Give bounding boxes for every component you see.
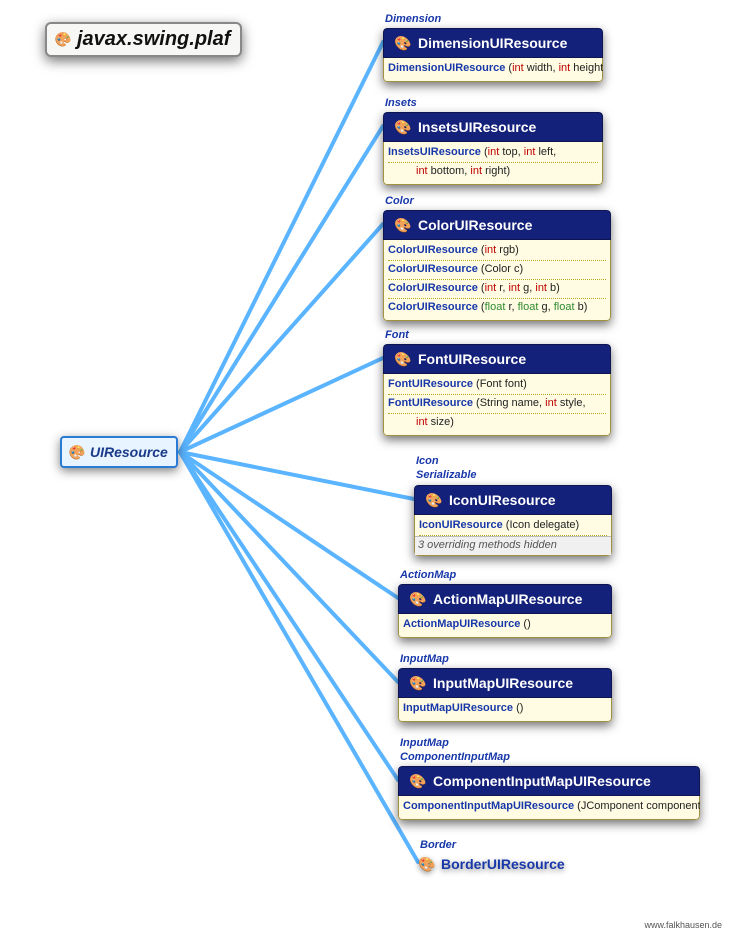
icon-super-label: IconSerializable bbox=[414, 454, 477, 483]
insets-super-label: Insets bbox=[383, 96, 417, 110]
footer-credit: www.falkhausen.de bbox=[644, 920, 722, 930]
borderuiresource-class: 🎨 BorderUIResource bbox=[418, 855, 565, 873]
dimension-class-header: 🎨 DimensionUIResource bbox=[383, 28, 603, 58]
insets-class-header: 🎨 InsetsUIResource bbox=[383, 112, 603, 142]
actionmap-class-header: 🎨 ActionMapUIResource bbox=[398, 584, 612, 614]
insets-class-body: InsetsUIResource (int top, int left,int … bbox=[383, 142, 603, 185]
uiresource-interface: 🎨 UIResource bbox=[60, 436, 178, 468]
root-label: UIResource bbox=[90, 444, 168, 460]
insets-class-title: InsetsUIResource bbox=[418, 119, 536, 135]
hidden-methods-note: 3 overriding methods hidden bbox=[415, 536, 611, 555]
constructor-row: int size) bbox=[388, 414, 606, 432]
constructor-row: IconUIResource (Icon delegate) bbox=[419, 517, 607, 536]
constructor-row: ColorUIResource (float r, float g, float… bbox=[388, 299, 606, 317]
class-icon: 🎨 bbox=[418, 855, 436, 873]
font-class-header: 🎨 FontUIResource bbox=[383, 344, 611, 374]
color-class-title: ColorUIResource bbox=[418, 217, 532, 233]
color-class-header: 🎨 ColorUIResource bbox=[383, 210, 611, 240]
constructor-row: ActionMapUIResource () bbox=[403, 616, 607, 634]
interface-icon: 🎨 bbox=[67, 443, 85, 461]
constructor-row: InputMapUIResource () bbox=[403, 700, 607, 718]
constructor-row: ColorUIResource (int r, int g, int b) bbox=[388, 280, 606, 299]
insets-class: 🎨 InsetsUIResource InsetsUIResource (int t… bbox=[383, 112, 603, 185]
font-class-body: FontUIResource (Font font)FontUIResource… bbox=[383, 374, 611, 436]
font-super-label: Font bbox=[383, 328, 409, 342]
package-icon: 🎨 bbox=[53, 31, 71, 49]
font-class-title: FontUIResource bbox=[418, 351, 526, 367]
color-class: 🎨 ColorUIResource ColorUIResource (int rgb… bbox=[383, 210, 611, 321]
inputmap-class-header: 🎨 InputMapUIResource bbox=[398, 668, 612, 698]
actionmap-class-title: ActionMapUIResource bbox=[433, 591, 582, 607]
constructor-row: FontUIResource (Font font) bbox=[388, 376, 606, 395]
dimension-class-body: DimensionUIResource (int width, int heig… bbox=[383, 58, 603, 82]
compinputmap-super-label: InputMapComponentInputMap bbox=[398, 736, 510, 765]
dimension-class: 🎨 DimensionUIResource DimensionUIResource … bbox=[383, 28, 603, 82]
class-icon: 🎨 bbox=[394, 216, 412, 234]
constructor-row: ColorUIResource (int rgb) bbox=[388, 242, 606, 261]
constructor-row: ColorUIResource (Color c) bbox=[388, 261, 606, 280]
constructor-row: int bottom, int right) bbox=[388, 163, 598, 181]
inputmap-super-label: InputMap bbox=[398, 652, 449, 666]
class-icon: 🎨 bbox=[409, 772, 427, 790]
constructor-row: DimensionUIResource (int width, int heig… bbox=[388, 60, 598, 78]
inputmap-class: 🎨 InputMapUIResource InputMapUIResource () bbox=[398, 668, 612, 722]
constructor-row: InsetsUIResource (int top, int left, bbox=[388, 144, 598, 163]
compinputmap-class-header: 🎨 ComponentInputMapUIResource bbox=[398, 766, 700, 796]
class-icon: 🎨 bbox=[394, 34, 412, 52]
constructor-row: ComponentInputMapUIResource (JComponent … bbox=[403, 798, 695, 816]
package-label: javax.swing.plaf bbox=[77, 28, 230, 51]
icon-class: 🎨 IconUIResource IconUIResource (Icon dele… bbox=[414, 485, 612, 556]
color-class-body: ColorUIResource (int rgb)ColorUIResource… bbox=[383, 240, 611, 321]
border-super-label: Border bbox=[418, 838, 456, 852]
constructor-row: FontUIResource (String name, int style, bbox=[388, 395, 606, 414]
class-icon: 🎨 bbox=[394, 118, 412, 136]
class-icon: 🎨 bbox=[409, 674, 427, 692]
compinputmap-class-body: ComponentInputMapUIResource (JComponent … bbox=[398, 796, 700, 820]
border-leaf-label: BorderUIResource bbox=[441, 856, 565, 872]
compinputmap-class: 🎨 ComponentInputMapUIResource ComponentInp… bbox=[398, 766, 700, 820]
package-title: 🎨 javax.swing.plaf bbox=[45, 22, 242, 57]
inputmap-class-title: InputMapUIResource bbox=[433, 675, 573, 691]
actionmap-class-body: ActionMapUIResource () bbox=[398, 614, 612, 638]
class-icon: 🎨 bbox=[425, 491, 443, 509]
color-super-label: Color bbox=[383, 194, 414, 208]
compinputmap-class-title: ComponentInputMapUIResource bbox=[433, 773, 651, 789]
dimension-super-label: Dimension bbox=[383, 12, 441, 26]
dimension-class-title: DimensionUIResource bbox=[418, 35, 567, 51]
icon-class-body: IconUIResource (Icon delegate)3 overridi… bbox=[414, 515, 612, 556]
class-icon: 🎨 bbox=[409, 590, 427, 608]
font-class: 🎨 FontUIResource FontUIResource (Font font… bbox=[383, 344, 611, 436]
actionmap-class: 🎨 ActionMapUIResource ActionMapUIResource … bbox=[398, 584, 612, 638]
icon-class-header: 🎨 IconUIResource bbox=[414, 485, 612, 515]
class-icon: 🎨 bbox=[394, 350, 412, 368]
icon-class-title: IconUIResource bbox=[449, 492, 556, 508]
actionmap-super-label: ActionMap bbox=[398, 568, 456, 582]
inputmap-class-body: InputMapUIResource () bbox=[398, 698, 612, 722]
